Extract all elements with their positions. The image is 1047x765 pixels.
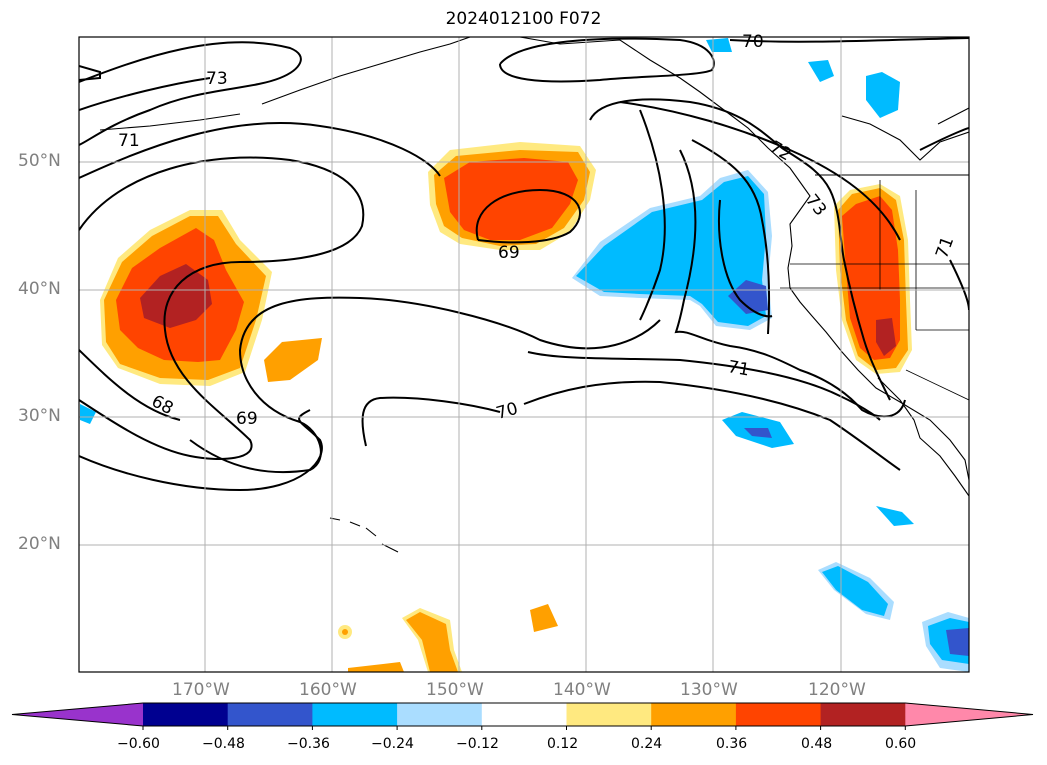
lon-label: 120°W <box>808 680 866 700</box>
colorbar-tick-label: −0.60 <box>117 736 160 752</box>
contour-label: 68 <box>148 391 176 419</box>
contour-label: 70 <box>494 399 520 424</box>
lon-label: 170°W <box>172 680 230 700</box>
coastlines <box>99 37 969 553</box>
contour-label: 69 <box>236 409 258 429</box>
lat-label: 30°N <box>18 406 61 426</box>
colorbar-tick-label: −0.36 <box>287 736 330 752</box>
lon-label: 150°W <box>426 680 484 700</box>
colorbar-tick-label: 0.12 <box>547 736 579 752</box>
colorbar-tick-label: 0.24 <box>631 736 663 752</box>
colorbar <box>11 702 1034 730</box>
colorbar-swatch <box>143 703 229 726</box>
contour-label: 71 <box>726 357 751 380</box>
contour-label: 69 <box>498 243 520 263</box>
colorbar-tick-label: −0.48 <box>202 736 245 752</box>
colorbar-swatch <box>481 703 567 726</box>
colorbar-swatch <box>227 703 313 726</box>
lon-label: 130°W <box>680 680 738 700</box>
positive-anomaly-small <box>338 604 558 672</box>
map-title: 2024012100 F072 <box>445 9 602 29</box>
lon-label: 160°W <box>299 680 357 700</box>
colorbar-tick-label: 0.60 <box>885 736 917 752</box>
positive-anomaly-inland <box>834 184 912 374</box>
contour-label: 71 <box>118 131 140 151</box>
contour-label: 73 <box>206 69 228 89</box>
lat-label: 50°N <box>18 151 61 171</box>
negative-anomaly-south <box>80 38 969 672</box>
lon-label: 140°W <box>553 680 611 700</box>
colorbar-swatch <box>651 703 737 726</box>
contour-label: 71 <box>932 234 958 261</box>
colorbar-swatch <box>566 703 652 726</box>
colorbar-swatch <box>312 703 398 726</box>
colorbar-swatch <box>735 703 822 726</box>
colorbar-tick-label: 0.36 <box>716 736 748 752</box>
height-contours <box>79 37 969 492</box>
map-graticule <box>79 37 969 672</box>
colorbar-tick-label: 0.48 <box>801 736 833 752</box>
contour-label: 70 <box>742 32 764 52</box>
lat-label: 40°N <box>18 279 61 299</box>
lat-label: 20°N <box>18 534 61 554</box>
colorbar-tick-label: −0.24 <box>371 736 414 752</box>
plot-frame <box>78 36 970 673</box>
colorbar-swatch <box>397 703 483 726</box>
contour-label: 73 <box>801 191 830 220</box>
colorbar-extend-max <box>905 703 1033 726</box>
colorbar-swatch <box>820 703 906 726</box>
positive-anomaly-west <box>100 210 322 386</box>
colorbar-extend-min <box>12 703 143 726</box>
colorbar-tick-label: −0.12 <box>456 736 499 752</box>
